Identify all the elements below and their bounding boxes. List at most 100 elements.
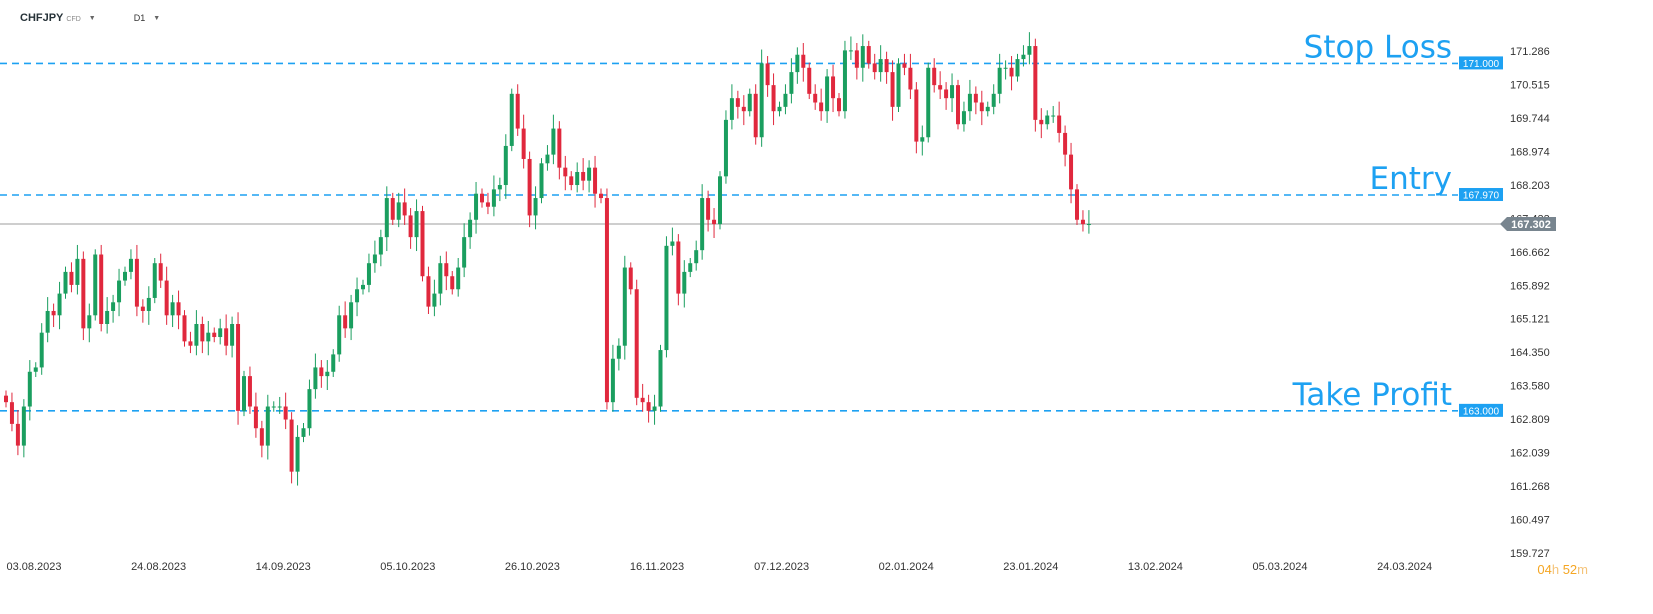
candle-body (890, 72, 895, 107)
candle-body (658, 350, 663, 407)
countdown-minutes: 52 (1562, 562, 1578, 577)
candle-body (69, 271, 74, 285)
y-tick-label: 162.809 (1510, 414, 1550, 426)
candle-body (313, 367, 318, 390)
candle (39, 323, 44, 375)
candle-body (349, 302, 354, 329)
candle (920, 125, 925, 156)
candle-body (503, 145, 508, 186)
candle-body (563, 167, 568, 177)
candle-body (670, 241, 675, 246)
candle-body (979, 102, 984, 112)
candle-body (366, 263, 371, 285)
candle-body (991, 93, 996, 107)
candle-body (1051, 115, 1056, 117)
candle (640, 383, 645, 412)
candle (69, 262, 74, 293)
candle (51, 303, 56, 328)
candle-body (664, 245, 669, 351)
candle (140, 299, 145, 323)
candle-body (164, 280, 169, 316)
candle (1027, 32, 1032, 65)
candle-body (771, 85, 776, 112)
candle-body (1039, 119, 1044, 125)
candle-body (283, 406, 288, 420)
candle (158, 253, 163, 288)
y-tick-label: 170.515 (1510, 79, 1550, 91)
candle-body (1080, 219, 1085, 225)
caret-down-icon[interactable]: ▼ (153, 14, 161, 22)
candle (462, 223, 467, 278)
candle (825, 69, 830, 123)
symbol-name[interactable]: CHFJPY (20, 12, 64, 24)
timeframe-selector[interactable]: D1 (133, 13, 146, 23)
level-price-badge (1459, 56, 1503, 70)
candle-body (509, 93, 514, 146)
candle (242, 370, 246, 417)
candle (581, 158, 586, 191)
candle-body (337, 315, 342, 355)
candle (652, 394, 657, 425)
candle (480, 188, 484, 208)
candle (503, 134, 508, 199)
candle (75, 244, 80, 295)
candle-body (533, 198, 538, 216)
candle-body (795, 54, 800, 73)
candle-body (63, 271, 68, 294)
candle-body (789, 72, 794, 94)
candle-body (682, 271, 687, 294)
candle (289, 412, 294, 484)
candle (634, 279, 639, 406)
candle (670, 227, 675, 256)
candle (206, 320, 211, 356)
candle-body (765, 63, 770, 86)
candle (468, 212, 473, 249)
candle-body (950, 85, 955, 99)
x-tick-label: 26.10.2023 (505, 561, 560, 573)
candle-body (9, 402, 14, 424)
candle-body (224, 328, 229, 346)
candle-body (444, 263, 449, 277)
candle (967, 79, 972, 121)
candle (735, 90, 740, 119)
caret-down-icon[interactable]: ▼ (88, 14, 96, 22)
candle (533, 186, 538, 230)
candle-body (378, 237, 383, 255)
candle (848, 36, 853, 60)
candle-body (206, 332, 211, 342)
candle-countdown: 04h 52m (1537, 562, 1588, 577)
candle (313, 353, 318, 399)
x-tick-label: 14.09.2023 (256, 561, 311, 573)
candle-body (884, 59, 889, 73)
candle-body (271, 406, 276, 408)
candle-body (604, 198, 609, 403)
candle (259, 420, 264, 458)
candle-body (396, 202, 401, 220)
candle (21, 399, 26, 458)
candle (1021, 45, 1026, 67)
candle (253, 392, 258, 438)
candle-body (140, 306, 145, 311)
y-tick-label: 166.662 (1510, 247, 1550, 259)
price-axis: 171.286170.515169.744168.974168.203167.4… (1510, 46, 1550, 560)
candle (444, 251, 449, 291)
x-tick-label: 05.03.2024 (1252, 561, 1307, 573)
candle (212, 327, 217, 343)
candle (63, 266, 68, 299)
candle-body (956, 85, 960, 125)
candle (307, 379, 312, 436)
candle (557, 121, 562, 180)
candle (521, 114, 526, 169)
candle-body (997, 67, 1002, 94)
candle (956, 79, 960, 130)
candle (741, 95, 746, 126)
candle-body (15, 423, 20, 446)
candle (111, 294, 116, 323)
candle (1063, 125, 1068, 167)
candle (789, 58, 794, 104)
candle-body (497, 185, 502, 190)
candle-body (712, 219, 717, 225)
candle-body (634, 289, 639, 398)
candle-body (99, 254, 104, 324)
